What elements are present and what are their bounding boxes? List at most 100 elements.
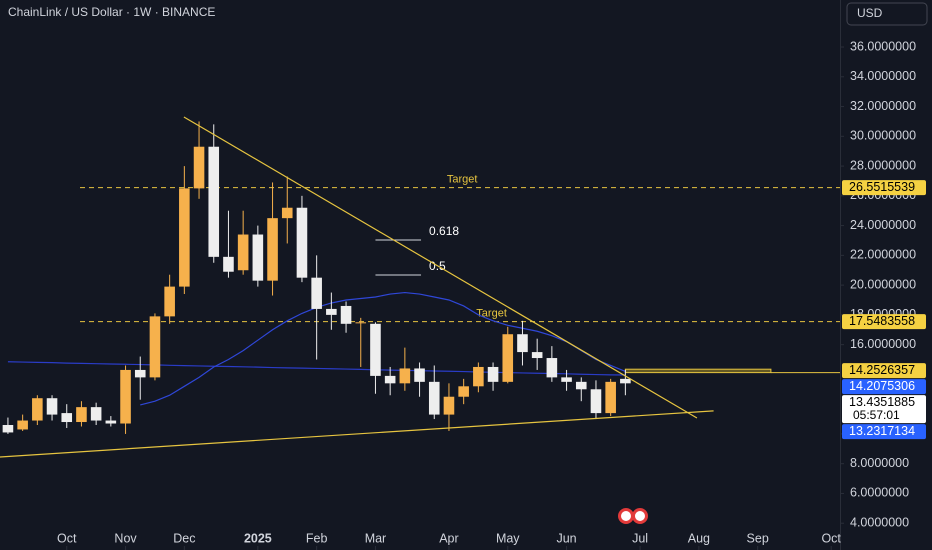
candle <box>164 274 175 324</box>
candle <box>458 378 469 405</box>
candle-body <box>531 352 543 359</box>
target-label: Target <box>476 308 507 320</box>
candle <box>355 317 367 367</box>
price-label: 26.5515539 <box>849 180 915 194</box>
candle-body <box>267 218 278 281</box>
candle-body <box>17 420 28 430</box>
candle <box>208 124 220 263</box>
price-label-box <box>842 379 926 395</box>
x-tick-label: May <box>496 531 520 545</box>
candle <box>311 255 322 360</box>
candle <box>326 292 337 330</box>
price-label: 13.4351885 <box>849 395 915 409</box>
candle <box>590 380 602 420</box>
price-label-box <box>842 424 926 440</box>
candle <box>76 401 87 427</box>
candle-body <box>149 316 161 378</box>
trendline <box>183 116 698 419</box>
x-tick-label: Aug <box>688 531 710 545</box>
currency-button[interactable] <box>846 2 928 26</box>
event-icons[interactable] <box>618 508 648 524</box>
y-tick-label: 8.0000000 <box>850 456 909 470</box>
candle <box>487 362 499 391</box>
candle-body <box>237 234 249 271</box>
candle-body <box>384 375 396 384</box>
y-tick-label: 28.0000000 <box>850 158 916 172</box>
currency-label[interactable]: USD <box>857 6 883 20</box>
y-tick-label: 20.0000000 <box>850 277 916 291</box>
candle-body <box>355 322 367 324</box>
candle-body <box>208 146 220 257</box>
x-tick-label: Sep <box>747 531 769 545</box>
y-tick-label: 32.0000000 <box>850 99 916 113</box>
candle <box>384 366 396 396</box>
candle-body <box>414 368 425 382</box>
candle-body <box>561 377 572 382</box>
candle-body <box>605 381 616 414</box>
candle-body <box>340 305 352 324</box>
y-tick-label: 6.0000000 <box>850 486 909 500</box>
candle <box>414 362 425 397</box>
candle-body <box>2 425 14 433</box>
candle-body <box>546 358 558 378</box>
candle-body <box>458 386 469 397</box>
candle <box>546 346 558 382</box>
candle-body <box>487 366 499 382</box>
price-label-box <box>842 180 926 196</box>
y-tick-label: 36.0000000 <box>850 39 916 53</box>
candle <box>2 417 14 434</box>
candle-body <box>575 381 587 390</box>
candle-body <box>32 398 43 421</box>
x-tick-label: Dec <box>173 531 195 545</box>
candle-body <box>90 407 102 421</box>
candle-body <box>223 256 234 272</box>
candle <box>90 402 102 425</box>
candle <box>517 320 528 366</box>
candle <box>17 414 28 431</box>
candle <box>267 182 278 296</box>
chart-title: ChainLink / US Dollar · 1W · BINANCE <box>8 5 215 19</box>
candle <box>237 210 249 275</box>
candle-body <box>473 366 484 387</box>
candle <box>399 347 411 391</box>
target-label: Target <box>447 174 478 186</box>
zone-box <box>624 368 772 374</box>
price-label-box <box>842 314 926 330</box>
x-tick-label: Jun <box>556 531 576 545</box>
candle <box>605 378 616 417</box>
y-tick-label: 4.0000000 <box>850 516 909 530</box>
x-tick-label: Oct <box>821 531 841 545</box>
price-label-box <box>842 395 926 424</box>
event-icon-inner <box>635 511 645 521</box>
event-icon-inner <box>621 511 631 521</box>
candle-body <box>134 369 146 378</box>
candle <box>193 121 205 199</box>
price-label: 13.2317134 <box>849 424 915 438</box>
candle <box>502 326 514 384</box>
candle <box>105 416 117 427</box>
candle <box>531 338 543 370</box>
x-tick-label: Oct <box>57 531 77 545</box>
candle <box>428 365 440 420</box>
candle <box>252 225 264 287</box>
candle-body <box>46 398 58 415</box>
candle <box>46 395 58 421</box>
candle-body <box>590 389 602 414</box>
y-tick-label: 16.0000000 <box>850 337 916 351</box>
candle <box>473 362 484 393</box>
trendline <box>0 410 714 458</box>
candle <box>296 195 308 283</box>
moving-average <box>140 291 626 406</box>
candle-body <box>311 277 322 309</box>
price-label: 14.2526357 <box>849 363 915 377</box>
candle-body <box>252 234 264 281</box>
y-tick-label: 34.0000000 <box>850 69 916 83</box>
price-label: 17.5483558 <box>849 314 915 328</box>
candle-body <box>76 407 87 423</box>
candle-body <box>281 207 293 219</box>
candle-body <box>61 413 73 423</box>
candle <box>223 210 234 278</box>
